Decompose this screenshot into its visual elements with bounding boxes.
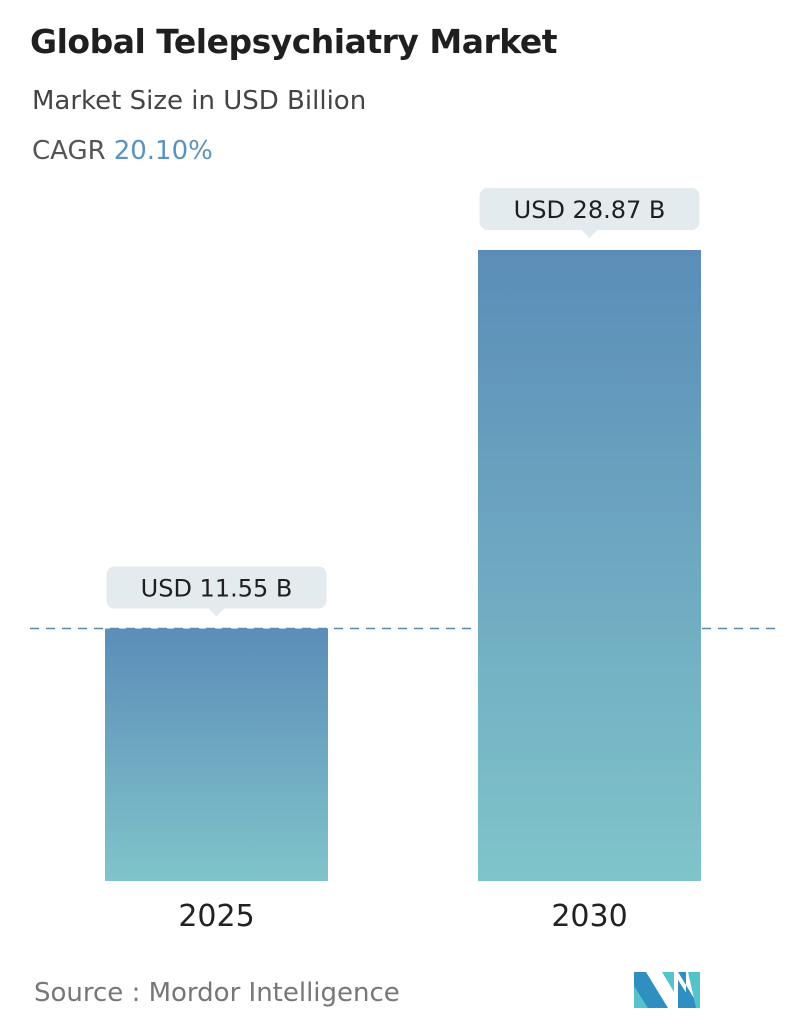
data-label-pointer	[208, 608, 225, 617]
bar-2025	[105, 628, 328, 881]
cagr-label: CAGR	[32, 136, 106, 166]
data-label: USD 11.55 B	[141, 575, 293, 603]
x-tick-label: 2025	[178, 899, 254, 934]
source-text: Source : Mordor Intelligence	[34, 978, 400, 1008]
data-label-pointer	[581, 230, 598, 238]
chart-subtitle: Market Size in USD Billion	[32, 86, 367, 116]
chart-title: Global Telepsychiatry Market	[30, 22, 558, 61]
cagr: CAGR 20.10%	[32, 136, 213, 166]
data-label-bg	[106, 566, 327, 609]
data-label-bg	[479, 188, 700, 230]
data-label: USD 28.87 B	[514, 196, 666, 224]
x-tick-label: 2030	[551, 899, 627, 934]
mordor-logo	[634, 972, 700, 1008]
bar-2030	[478, 250, 701, 881]
cagr-value: 20.10%	[113, 136, 213, 166]
